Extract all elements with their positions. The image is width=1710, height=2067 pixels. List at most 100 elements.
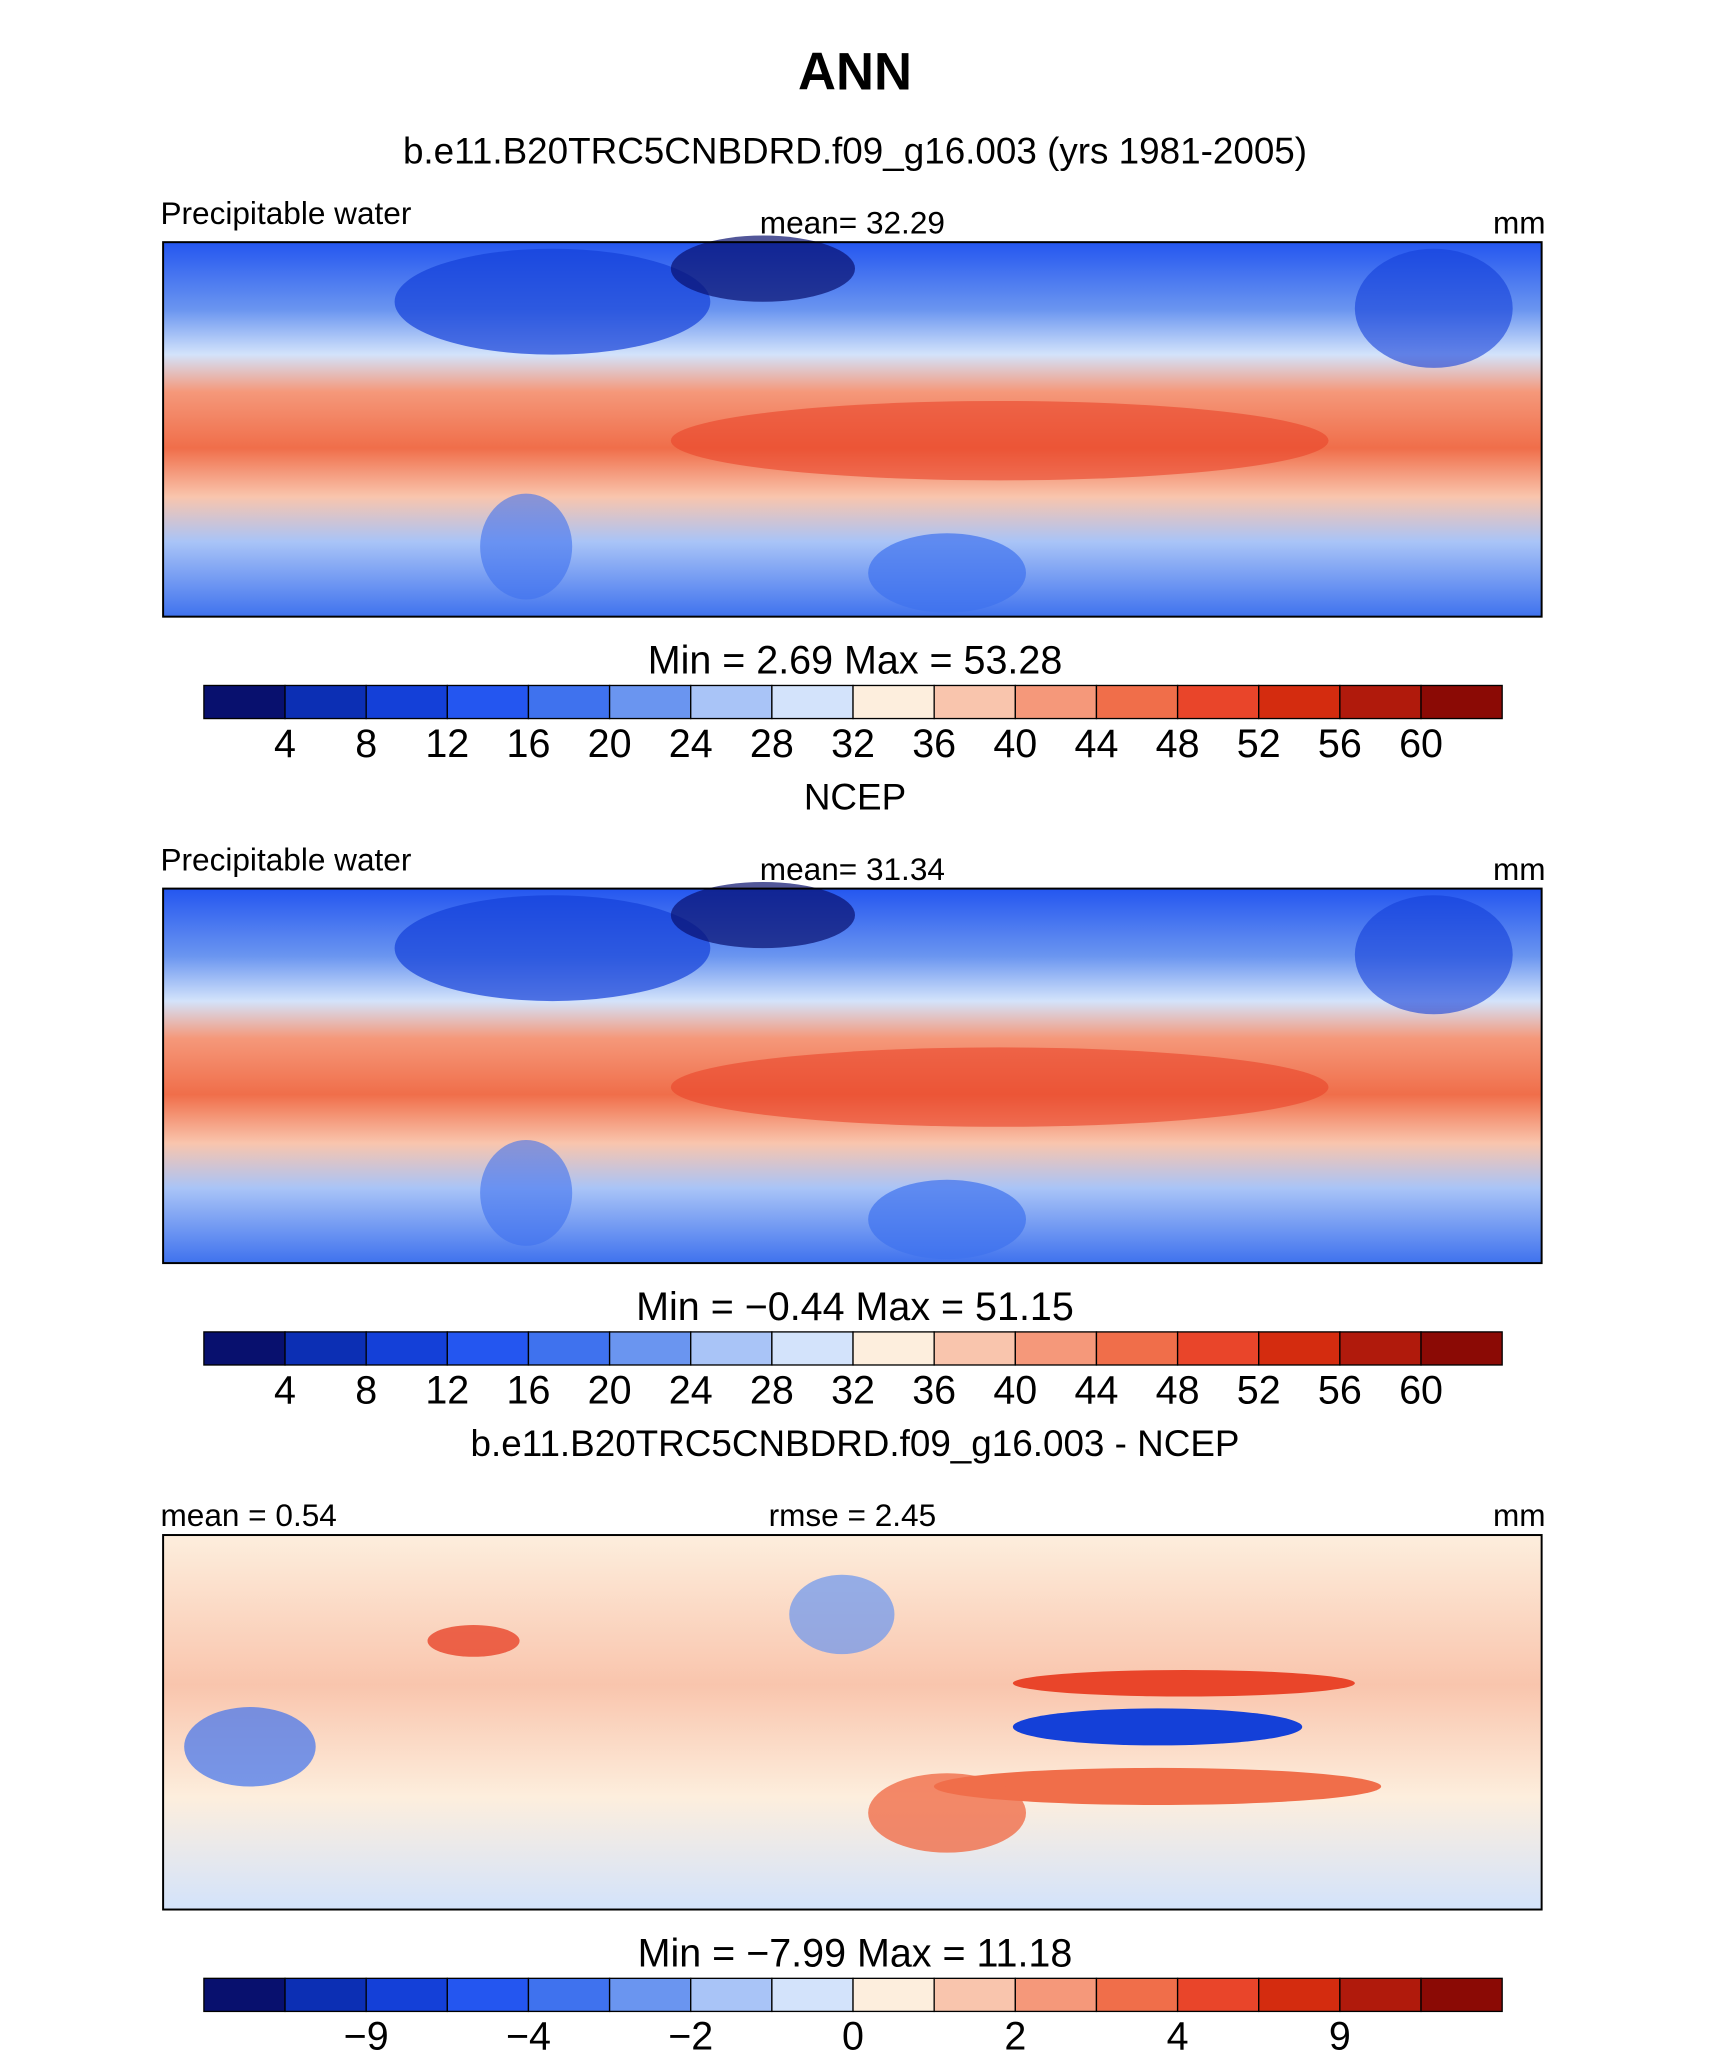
panel-subtitle: b.e11.B20TRC5CNBDRD.f09_g16.003 - NCEP — [471, 1423, 1240, 1464]
colorbar-box — [1014, 1977, 1098, 2013]
map-blob — [868, 1179, 1026, 1260]
colorbar-box — [1258, 1331, 1341, 1366]
panel-unit: mm — [1493, 851, 1546, 887]
colorbar-box — [446, 1331, 530, 1366]
colorbar-box — [1420, 1977, 1503, 2013]
map-frame — [162, 1534, 1543, 1911]
colorbar-label: 60 — [1399, 722, 1443, 766]
colorbar-label: 40 — [993, 1368, 1037, 1412]
panel-unit: mm — [1493, 204, 1546, 240]
colorbar-label: 32 — [831, 1368, 875, 1412]
colorbar-label: 56 — [1318, 722, 1362, 766]
panel-left-label: mean = 0.54 — [160, 1497, 336, 1533]
colorbar-box — [446, 1977, 530, 2013]
colorbar-box — [1339, 1977, 1422, 2013]
map-blob — [1354, 248, 1513, 368]
colorbar-label: 4 — [1167, 2015, 1189, 2059]
colorbar-label: 24 — [669, 722, 713, 766]
map-blob — [1012, 1670, 1355, 1697]
colorbar-box — [284, 1977, 367, 2013]
colorbar-label: 28 — [750, 722, 794, 766]
colorbar-box — [1014, 684, 1098, 720]
colorbar-label: 8 — [355, 722, 377, 766]
min-max-label: Min = −0.44 Max = 51.15 — [636, 1285, 1074, 1329]
map-frame — [162, 887, 1543, 1265]
colorbar-box — [284, 1331, 367, 1366]
colorbar-box — [527, 684, 611, 720]
colorbar-box — [1095, 1977, 1179, 2013]
colorbar-label: 28 — [750, 1368, 794, 1412]
min-max-label: Min = −7.99 Max = 11.18 — [638, 1931, 1073, 1975]
colorbar-label: 16 — [507, 722, 551, 766]
colorbar-box — [690, 1977, 773, 2013]
colorbar-box — [933, 1977, 1016, 2013]
colorbar-label: −2 — [668, 2015, 713, 2059]
colorbar-box — [203, 684, 286, 720]
colorbar-label: 56 — [1318, 1368, 1362, 1412]
panel-subtitle: NCEP — [804, 777, 906, 818]
colorbar-box — [1339, 684, 1422, 720]
colorbar-label: 60 — [1399, 1368, 1443, 1412]
colorbar-label: 20 — [588, 722, 632, 766]
colorbar-label: 40 — [993, 722, 1037, 766]
colorbar-label: 20 — [588, 1368, 632, 1412]
panel-subtitle: b.e11.B20TRC5CNBDRD.f09_g16.003 (yrs 198… — [403, 130, 1307, 171]
map-blob — [394, 895, 711, 1002]
colorbar-label: −4 — [506, 2015, 551, 2059]
colorbar-label: 24 — [669, 1368, 713, 1412]
colorbar-label: 48 — [1156, 1368, 1200, 1412]
map-blob — [394, 248, 711, 355]
map-blob — [427, 1625, 520, 1657]
map-blob — [480, 493, 573, 600]
colorbar-box — [1420, 1331, 1503, 1366]
colorbar-box — [1095, 1331, 1179, 1366]
colorbar-box — [852, 1977, 935, 2013]
colorbar-label: 36 — [912, 1368, 956, 1412]
panel-unit: mm — [1493, 1497, 1546, 1533]
colorbar-label: 32 — [831, 722, 875, 766]
colorbar-label: 52 — [1237, 1368, 1281, 1412]
colorbar-label: 0 — [842, 2015, 864, 2059]
colorbar-box — [771, 1331, 854, 1366]
panel-center-label: mean= 31.34 — [760, 851, 945, 887]
colorbar-box — [365, 1977, 448, 2013]
panel-center-label: rmse = 2.45 — [769, 1497, 937, 1533]
colorbar-box — [690, 684, 773, 720]
map-blob — [670, 235, 855, 302]
colorbar-box — [1014, 1331, 1098, 1366]
colorbar-box — [852, 684, 935, 720]
colorbar-box — [608, 1977, 692, 2013]
panel-left-label: Precipitable water — [160, 841, 411, 877]
colorbar-box — [933, 1331, 1016, 1366]
colorbar-box — [1258, 1977, 1341, 2013]
colorbar-box — [527, 1331, 611, 1366]
map-blob — [1354, 895, 1513, 1015]
colorbar-label: 44 — [1075, 722, 1119, 766]
map-blob — [868, 533, 1026, 613]
colorbar-label: 12 — [425, 722, 469, 766]
colorbar-box — [933, 684, 1016, 720]
map-blob — [789, 1574, 895, 1655]
colorbar-box — [1339, 1331, 1422, 1366]
colorbar-box — [1420, 684, 1503, 720]
colorbar-label: 12 — [425, 1368, 469, 1412]
colorbar-label: 4 — [274, 1368, 296, 1412]
colorbar-box — [203, 1331, 286, 1366]
map-blob — [933, 1767, 1382, 1805]
colorbar-box — [852, 1331, 935, 1366]
colorbar-label: 2 — [1004, 2015, 1026, 2059]
colorbar-box — [365, 1331, 448, 1366]
panel-left-label: Precipitable water — [160, 195, 411, 231]
figure-title: ANN — [798, 42, 912, 101]
colorbar-box — [527, 1977, 611, 2013]
colorbar-box — [365, 684, 448, 720]
colorbar-box — [1176, 1331, 1260, 1366]
colorbar-box — [1176, 684, 1260, 720]
colorbar-box — [446, 684, 530, 720]
colorbar-box — [203, 1977, 286, 2013]
colorbar-label: 16 — [507, 1368, 551, 1412]
map-blob — [670, 400, 1329, 481]
colorbar-label: −9 — [344, 2015, 389, 2059]
colorbar-box — [608, 684, 692, 720]
